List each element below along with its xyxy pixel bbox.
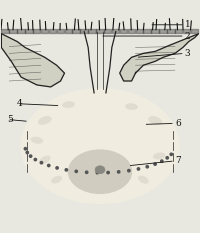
Circle shape	[56, 167, 58, 169]
Circle shape	[154, 163, 156, 165]
Ellipse shape	[149, 116, 162, 124]
Ellipse shape	[68, 150, 132, 193]
Text: 2: 2	[185, 31, 190, 41]
Ellipse shape	[38, 116, 51, 124]
Circle shape	[137, 168, 140, 170]
Circle shape	[166, 157, 168, 159]
Circle shape	[24, 147, 27, 150]
Text: 6: 6	[175, 119, 181, 128]
Circle shape	[48, 164, 50, 167]
Circle shape	[96, 171, 99, 174]
Circle shape	[85, 171, 88, 173]
Circle shape	[40, 161, 43, 164]
Circle shape	[161, 160, 163, 162]
Ellipse shape	[126, 104, 137, 110]
Circle shape	[117, 171, 120, 173]
Ellipse shape	[63, 102, 74, 108]
Ellipse shape	[138, 176, 148, 183]
Circle shape	[146, 166, 148, 168]
Ellipse shape	[52, 176, 62, 183]
Ellipse shape	[39, 156, 50, 164]
Text: 7: 7	[175, 156, 181, 165]
Circle shape	[65, 169, 68, 171]
Text: 5: 5	[7, 115, 13, 124]
Circle shape	[128, 169, 130, 172]
Ellipse shape	[21, 89, 179, 203]
Circle shape	[29, 155, 32, 157]
Polygon shape	[1, 34, 64, 87]
Circle shape	[107, 171, 109, 174]
Ellipse shape	[153, 153, 165, 159]
Text: 4: 4	[17, 99, 23, 108]
Polygon shape	[120, 34, 199, 81]
Circle shape	[75, 170, 77, 172]
Ellipse shape	[95, 166, 105, 174]
Circle shape	[170, 153, 172, 155]
Circle shape	[34, 158, 37, 161]
Circle shape	[26, 151, 28, 154]
Text: 1: 1	[185, 20, 191, 29]
Ellipse shape	[31, 137, 43, 143]
Text: 3: 3	[185, 49, 190, 58]
